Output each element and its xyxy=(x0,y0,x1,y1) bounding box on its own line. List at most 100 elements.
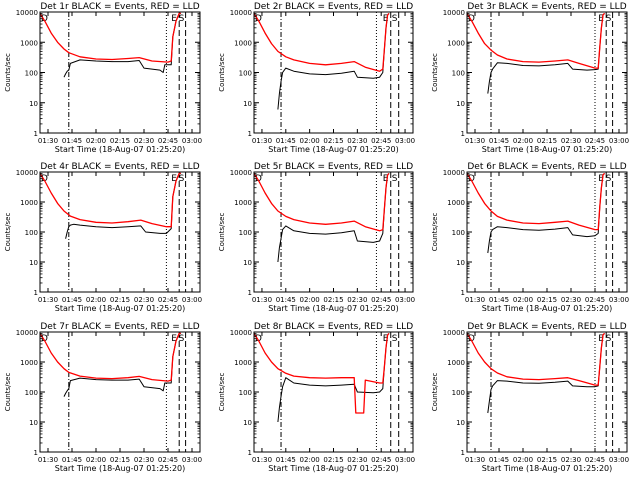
x-tick-label: 02:15 xyxy=(110,296,130,304)
x-tick-label: 02:15 xyxy=(537,137,557,145)
x-axis-label: Start Time (18-Aug-07 01:25:20) xyxy=(268,304,399,313)
plot-frame xyxy=(253,331,414,453)
chart-title: Det 7r BLACK = Events, RED = LLD xyxy=(40,322,199,332)
marker-letter-d: D xyxy=(255,14,262,24)
y-tick-label: 1000 xyxy=(447,39,465,47)
marker-letter-d: D xyxy=(468,14,475,24)
chart-title: Det 6r BLACK = Events, RED = LLD xyxy=(467,162,626,172)
marker-letter-s: S xyxy=(392,14,398,24)
y-tick-label: 10 xyxy=(243,259,252,267)
y-tick-label: 10000 xyxy=(16,329,38,337)
marker-letter-d: D xyxy=(255,334,262,344)
x-tick-label: 01:30 xyxy=(252,456,272,464)
x-tick-label: 02:00 xyxy=(300,137,320,145)
marker-letter-e: E xyxy=(598,14,604,24)
y-tick-label: 1000 xyxy=(234,359,252,367)
series-lld-line xyxy=(39,12,181,63)
y-tick-label: 1000 xyxy=(20,39,38,47)
marker-letter-e: E xyxy=(171,174,177,184)
x-axis-label: Start Time (18-Aug-07 01:25:20) xyxy=(268,145,399,154)
marker-letter-d: D xyxy=(468,174,475,184)
x-tick-label: 02:00 xyxy=(300,296,320,304)
x-tick-label: 02:15 xyxy=(537,296,557,304)
x-tick-label: 02:45 xyxy=(371,137,391,145)
plot-frame xyxy=(253,171,414,293)
x-axis-label: Start Time (18-Aug-07 01:25:20) xyxy=(55,464,186,473)
x-tick-label: 02:15 xyxy=(537,456,557,464)
x-tick-label: 01:30 xyxy=(38,456,58,464)
y-tick-label: 1000 xyxy=(447,199,465,207)
y-tick-label: 10000 xyxy=(230,9,252,17)
x-tick-label: 02:00 xyxy=(86,137,106,145)
marker-letter-s: S xyxy=(392,334,398,344)
marker-letter-e: E xyxy=(383,174,389,184)
series-lld-line xyxy=(466,332,606,386)
x-tick-label: 02:00 xyxy=(86,296,106,304)
y-tick-label: 1 xyxy=(34,289,38,297)
x-axis-label: Start Time (18-Aug-07 01:25:20) xyxy=(482,145,613,154)
x-tick-label: 02:00 xyxy=(513,456,533,464)
x-tick-label: 01:30 xyxy=(38,137,58,145)
y-tick-label: 1 xyxy=(248,130,252,138)
marker-letter-s: S xyxy=(606,334,612,344)
x-tick-label: 02:15 xyxy=(323,456,343,464)
x-tick-label: 02:45 xyxy=(585,296,605,304)
chart-panel-8: Det 8r BLACK = Events, RED = LLD D E S 01:30… xyxy=(218,322,415,473)
series-events-line xyxy=(63,332,181,397)
x-tick-label: 02:00 xyxy=(300,456,320,464)
marker-letter-d: D xyxy=(41,14,48,24)
series-lld-line xyxy=(39,332,181,382)
x-tick-label: 01:45 xyxy=(489,296,509,304)
y-tick-label: 100 xyxy=(239,229,252,237)
y-tick-label: 10 xyxy=(456,100,465,108)
x-tick-label: 03:00 xyxy=(182,456,202,464)
y-tick-label: 100 xyxy=(25,389,38,397)
y-tick-label: 1 xyxy=(461,289,465,297)
y-tick-label: 10 xyxy=(29,259,38,267)
marker-letter-s: S xyxy=(392,174,398,184)
series-events-line xyxy=(65,172,181,239)
y-tick-label: 100 xyxy=(239,389,252,397)
y-tick-label: 10000 xyxy=(16,169,38,177)
y-tick-label: 1 xyxy=(34,130,38,138)
x-tick-label: 02:45 xyxy=(158,137,178,145)
y-axis-label: Counts/sec xyxy=(218,373,226,412)
x-tick-label: 01:30 xyxy=(252,296,272,304)
series-lld-line xyxy=(253,172,390,232)
x-tick-label: 01:45 xyxy=(62,456,82,464)
x-tick-label: 01:45 xyxy=(489,456,509,464)
marker-letter-s: S xyxy=(606,174,612,184)
series-events-line xyxy=(277,173,390,263)
marker-letter-s: S xyxy=(179,14,185,24)
x-axis-label: Start Time (18-Aug-07 01:25:20) xyxy=(55,304,186,313)
y-tick-label: 10000 xyxy=(443,169,465,177)
marker-letter-e: E xyxy=(383,14,389,24)
marker-letter-e: E xyxy=(598,334,604,344)
series-events-line xyxy=(63,12,181,78)
x-tick-label: 03:00 xyxy=(182,296,202,304)
x-tick-label: 02:15 xyxy=(110,456,130,464)
x-tick-label: 01:30 xyxy=(38,296,58,304)
marker-letter-s: S xyxy=(179,334,185,344)
chart-panel-5: Det 5r BLACK = Events, RED = LLD D E S 01:30… xyxy=(218,162,415,313)
marker-letter-e: E xyxy=(598,174,604,184)
y-tick-label: 1 xyxy=(461,449,465,457)
x-tick-label: 02:15 xyxy=(323,296,343,304)
x-tick-label: 02:30 xyxy=(134,456,154,464)
chart-panel-4: Det 4r BLACK = Events, RED = LLD D E S 01:30… xyxy=(4,162,202,313)
x-axis-label: Start Time (18-Aug-07 01:25:20) xyxy=(55,145,186,154)
x-tick-label: 02:30 xyxy=(561,456,581,464)
y-tick-label: 10 xyxy=(29,419,38,427)
series-lld-line xyxy=(253,332,390,414)
marker-letter-e: E xyxy=(171,334,177,344)
chart-title: Det 3r BLACK = Events, RED = LLD xyxy=(467,2,626,12)
x-tick-label: 01:45 xyxy=(62,137,82,145)
x-tick-label: 03:00 xyxy=(609,137,629,145)
y-tick-label: 10000 xyxy=(443,329,465,337)
series-lld-line xyxy=(39,172,181,228)
x-tick-label: 01:30 xyxy=(465,137,485,145)
x-tick-label: 02:45 xyxy=(158,456,178,464)
y-tick-label: 10000 xyxy=(230,169,252,177)
x-tick-label: 02:00 xyxy=(86,456,106,464)
